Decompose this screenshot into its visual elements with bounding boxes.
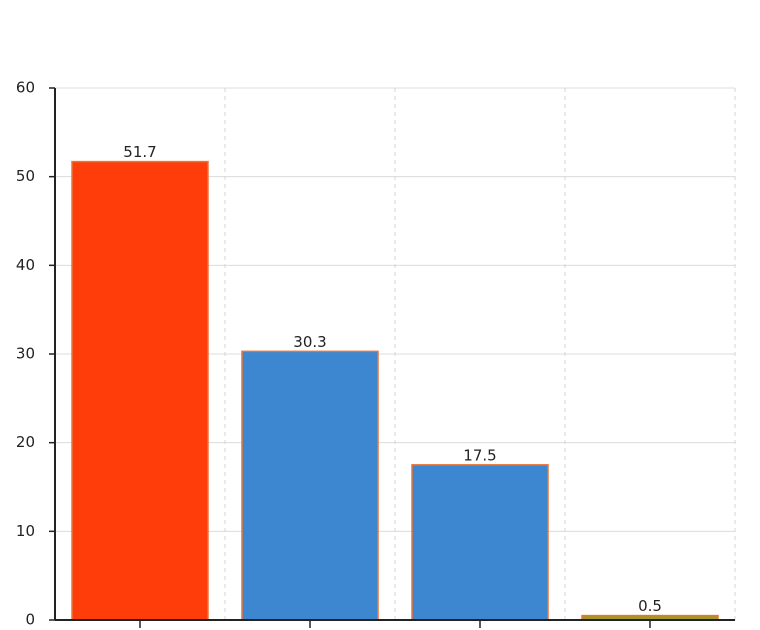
bar [71,160,209,621]
value-label: 51.7 [123,143,156,161]
y-tick-label: 60 [16,79,35,97]
bar [241,350,379,621]
y-tick-label: 0 [25,611,35,629]
y-tick-label: 10 [16,522,35,540]
value-label: 30.3 [293,333,326,351]
y-tick-label: 50 [16,167,35,185]
y-tick-label: 30 [16,345,35,363]
bar [411,464,549,621]
value-label: 17.5 [463,446,496,464]
value-label: 0.5 [638,597,662,615]
y-tick-label: 20 [16,433,35,451]
y-tick-label: 40 [16,256,35,274]
